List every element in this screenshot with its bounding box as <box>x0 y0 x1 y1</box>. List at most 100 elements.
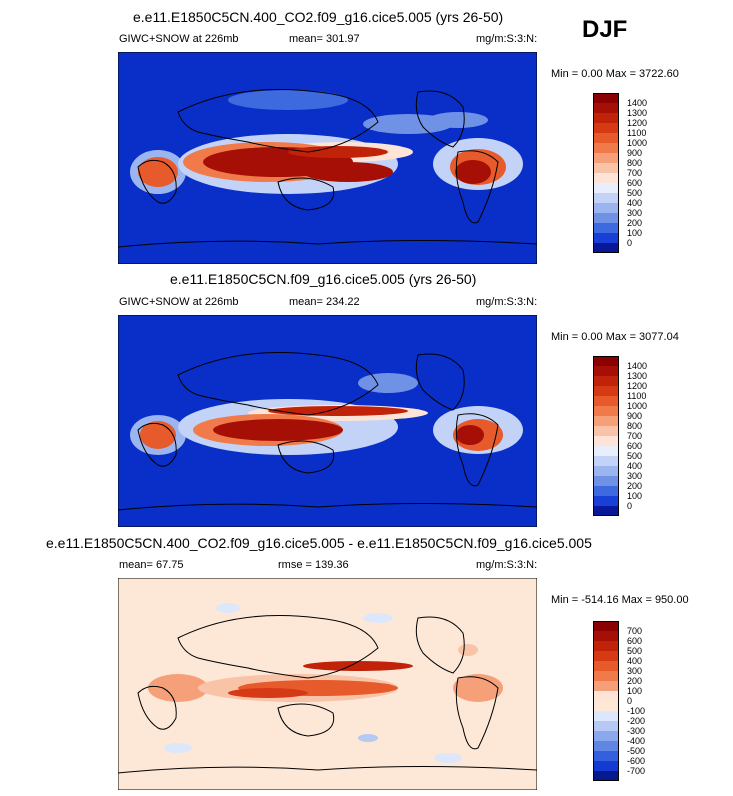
panel2-colorbar-swatch <box>593 496 619 506</box>
panel3-map <box>118 578 537 790</box>
panel1-colorbar-label: 1300 <box>627 108 648 118</box>
panel2-colorbar-label: 1400 <box>627 361 648 371</box>
panel1-colorbar-swatch <box>593 243 619 253</box>
panel1-colorbar-swatch <box>593 163 619 173</box>
panel2-colorbar-label: 1200 <box>627 381 648 391</box>
panel1-colorbar-swatch <box>593 213 619 223</box>
panel2-colorbar-swatch <box>593 386 619 396</box>
panel3-colorbar-label: -400 <box>627 736 646 746</box>
panel1-minmax: Min = 0.00 Max = 3722.60 <box>551 68 679 80</box>
panel1-colorbar-swatch <box>593 103 619 113</box>
panel1-colorbar-swatch <box>593 143 619 153</box>
panel2-title: e.e11.E1850C5CN.f09_g16.cice5.005 (yrs 2… <box>170 271 477 287</box>
panel2-colorbar-label: 300 <box>627 471 643 481</box>
panel3-colorbar-swatch <box>593 621 619 631</box>
panel3-colorbar-swatch <box>593 711 619 721</box>
panel1-colorbar-label: 0 <box>627 238 633 248</box>
panel1-field-label: GIWC+SNOW at 226mb <box>119 33 239 45</box>
panel1-units: mg/m:S:3:N: <box>476 33 538 45</box>
panel2-colorbar-label: 500 <box>627 451 643 461</box>
panel2-colorbar-swatch <box>593 506 619 516</box>
panel3-title: e.e11.E1850C5CN.400_CO2.f09_g16.cice5.00… <box>46 535 592 551</box>
panel3-colorbar-swatch <box>593 631 619 641</box>
panel2-minmax: Min = 0.00 Max = 3077.04 <box>551 331 679 343</box>
panel3-colorbar-label: 700 <box>627 626 643 636</box>
panel3-colorbar-label: 600 <box>627 636 643 646</box>
panel3-colorbar-label: -700 <box>627 766 646 776</box>
panel1-colorbar-swatch <box>593 223 619 233</box>
panel3-colorbar-label: 200 <box>627 676 643 686</box>
panel2-colorbar-swatch <box>593 446 619 456</box>
panel3-colorbar-swatch <box>593 761 619 771</box>
panel2-colorbar-label: 600 <box>627 441 643 451</box>
panel1-mean: mean= 301.97 <box>289 33 360 45</box>
panel1-colorbar-label: 300 <box>627 208 643 218</box>
panel3-units: mg/m:S:3:N: <box>476 559 538 571</box>
panel3-colorbar-swatch <box>593 681 619 691</box>
panel2-mean: mean= 234.22 <box>289 296 360 308</box>
panel2-colorbar-label: 700 <box>627 431 643 441</box>
panel2-colorbar-swatch <box>593 366 619 376</box>
panel1-colorbar-swatch <box>593 183 619 193</box>
panel1-colorbar-label: 1200 <box>627 118 648 128</box>
panel3-colorbar-label: 0 <box>627 696 633 706</box>
panel3-colorbar-swatch <box>593 671 619 681</box>
panel1-colorbar-label: 500 <box>627 188 643 198</box>
panel2-colorbar-swatch <box>593 466 619 476</box>
panel1-colorbar-label: 900 <box>627 148 643 158</box>
panel1-colorbar-label: 200 <box>627 218 643 228</box>
panel1-colorbar-label: 1000 <box>627 138 648 148</box>
panel3-colorbar-label: -300 <box>627 726 646 736</box>
panel2-colorbar-swatch <box>593 436 619 446</box>
panel3-colorbar-swatch <box>593 731 619 741</box>
panel3-colorbar-swatch <box>593 651 619 661</box>
panel2-colorbar-label: 400 <box>627 461 643 471</box>
panel1-colorbar-swatch <box>593 133 619 143</box>
panel1-colorbar-label: 600 <box>627 178 643 188</box>
panel3-colorbar-label: -500 <box>627 746 646 756</box>
panel2-colorbar-label: 800 <box>627 421 643 431</box>
panel3-colorbar-label: -600 <box>627 756 646 766</box>
panel3-colorbar-swatch <box>593 691 619 701</box>
panel2-colorbar-label: 100 <box>627 491 643 501</box>
panel2-colorbar-label: 900 <box>627 411 643 421</box>
panel3-colorbar-label: 400 <box>627 656 643 666</box>
panel1-colorbar-swatch <box>593 203 619 213</box>
panel1-colorbar-swatch <box>593 153 619 163</box>
panel3-colorbar-label: -200 <box>627 716 646 726</box>
panel3-colorbar-swatch <box>593 661 619 671</box>
panel2-field-label: GIWC+SNOW at 226mb <box>119 296 239 308</box>
panel3-colorbar-swatch <box>593 701 619 711</box>
panel2-colorbar-label: 1000 <box>627 401 648 411</box>
panel1-colorbar-label: 800 <box>627 158 643 168</box>
panel2-colorbar-label: 200 <box>627 481 643 491</box>
panel2-colorbar-swatch <box>593 456 619 466</box>
panel2-colorbar-label: 1300 <box>627 371 648 381</box>
panel1-colorbar-swatch <box>593 113 619 123</box>
panel2-units: mg/m:S:3:N: <box>476 296 538 308</box>
season-label: DJF <box>582 16 628 43</box>
panel3-colorbar-swatch <box>593 721 619 731</box>
panel2-colorbar-swatch <box>593 486 619 496</box>
panel3-minmax: Min = -514.16 Max = 950.00 <box>551 594 689 606</box>
panel1-colorbar-label: 100 <box>627 228 643 238</box>
panel2-colorbar-swatch <box>593 356 619 366</box>
panel3-colorbar-swatch <box>593 641 619 651</box>
panel1-map <box>118 52 537 264</box>
panel2-map <box>118 315 537 527</box>
panel2-colorbar-swatch <box>593 476 619 486</box>
panel1-title: e.e11.E1850C5CN.400_CO2.f09_g16.cice5.00… <box>133 9 504 25</box>
panel1-colorbar-swatch <box>593 193 619 203</box>
panel2-colorbar-swatch <box>593 376 619 386</box>
panel2-colorbar-swatch <box>593 416 619 426</box>
panel1-colorbar-label: 1400 <box>627 98 648 108</box>
panel2-colorbar-label: 0 <box>627 501 633 511</box>
panel1-colorbar-label: 1100 <box>627 128 647 138</box>
panel3-colorbar-label: 500 <box>627 646 643 656</box>
panel1-colorbar-label: 400 <box>627 198 643 208</box>
panel2-colorbar-swatch <box>593 396 619 406</box>
panel2-colorbar-label: 1100 <box>627 391 647 401</box>
panel3-colorbar-label: -100 <box>627 706 646 716</box>
panel1-colorbar-label: 700 <box>627 168 643 178</box>
panel1-colorbar-swatch <box>593 123 619 133</box>
